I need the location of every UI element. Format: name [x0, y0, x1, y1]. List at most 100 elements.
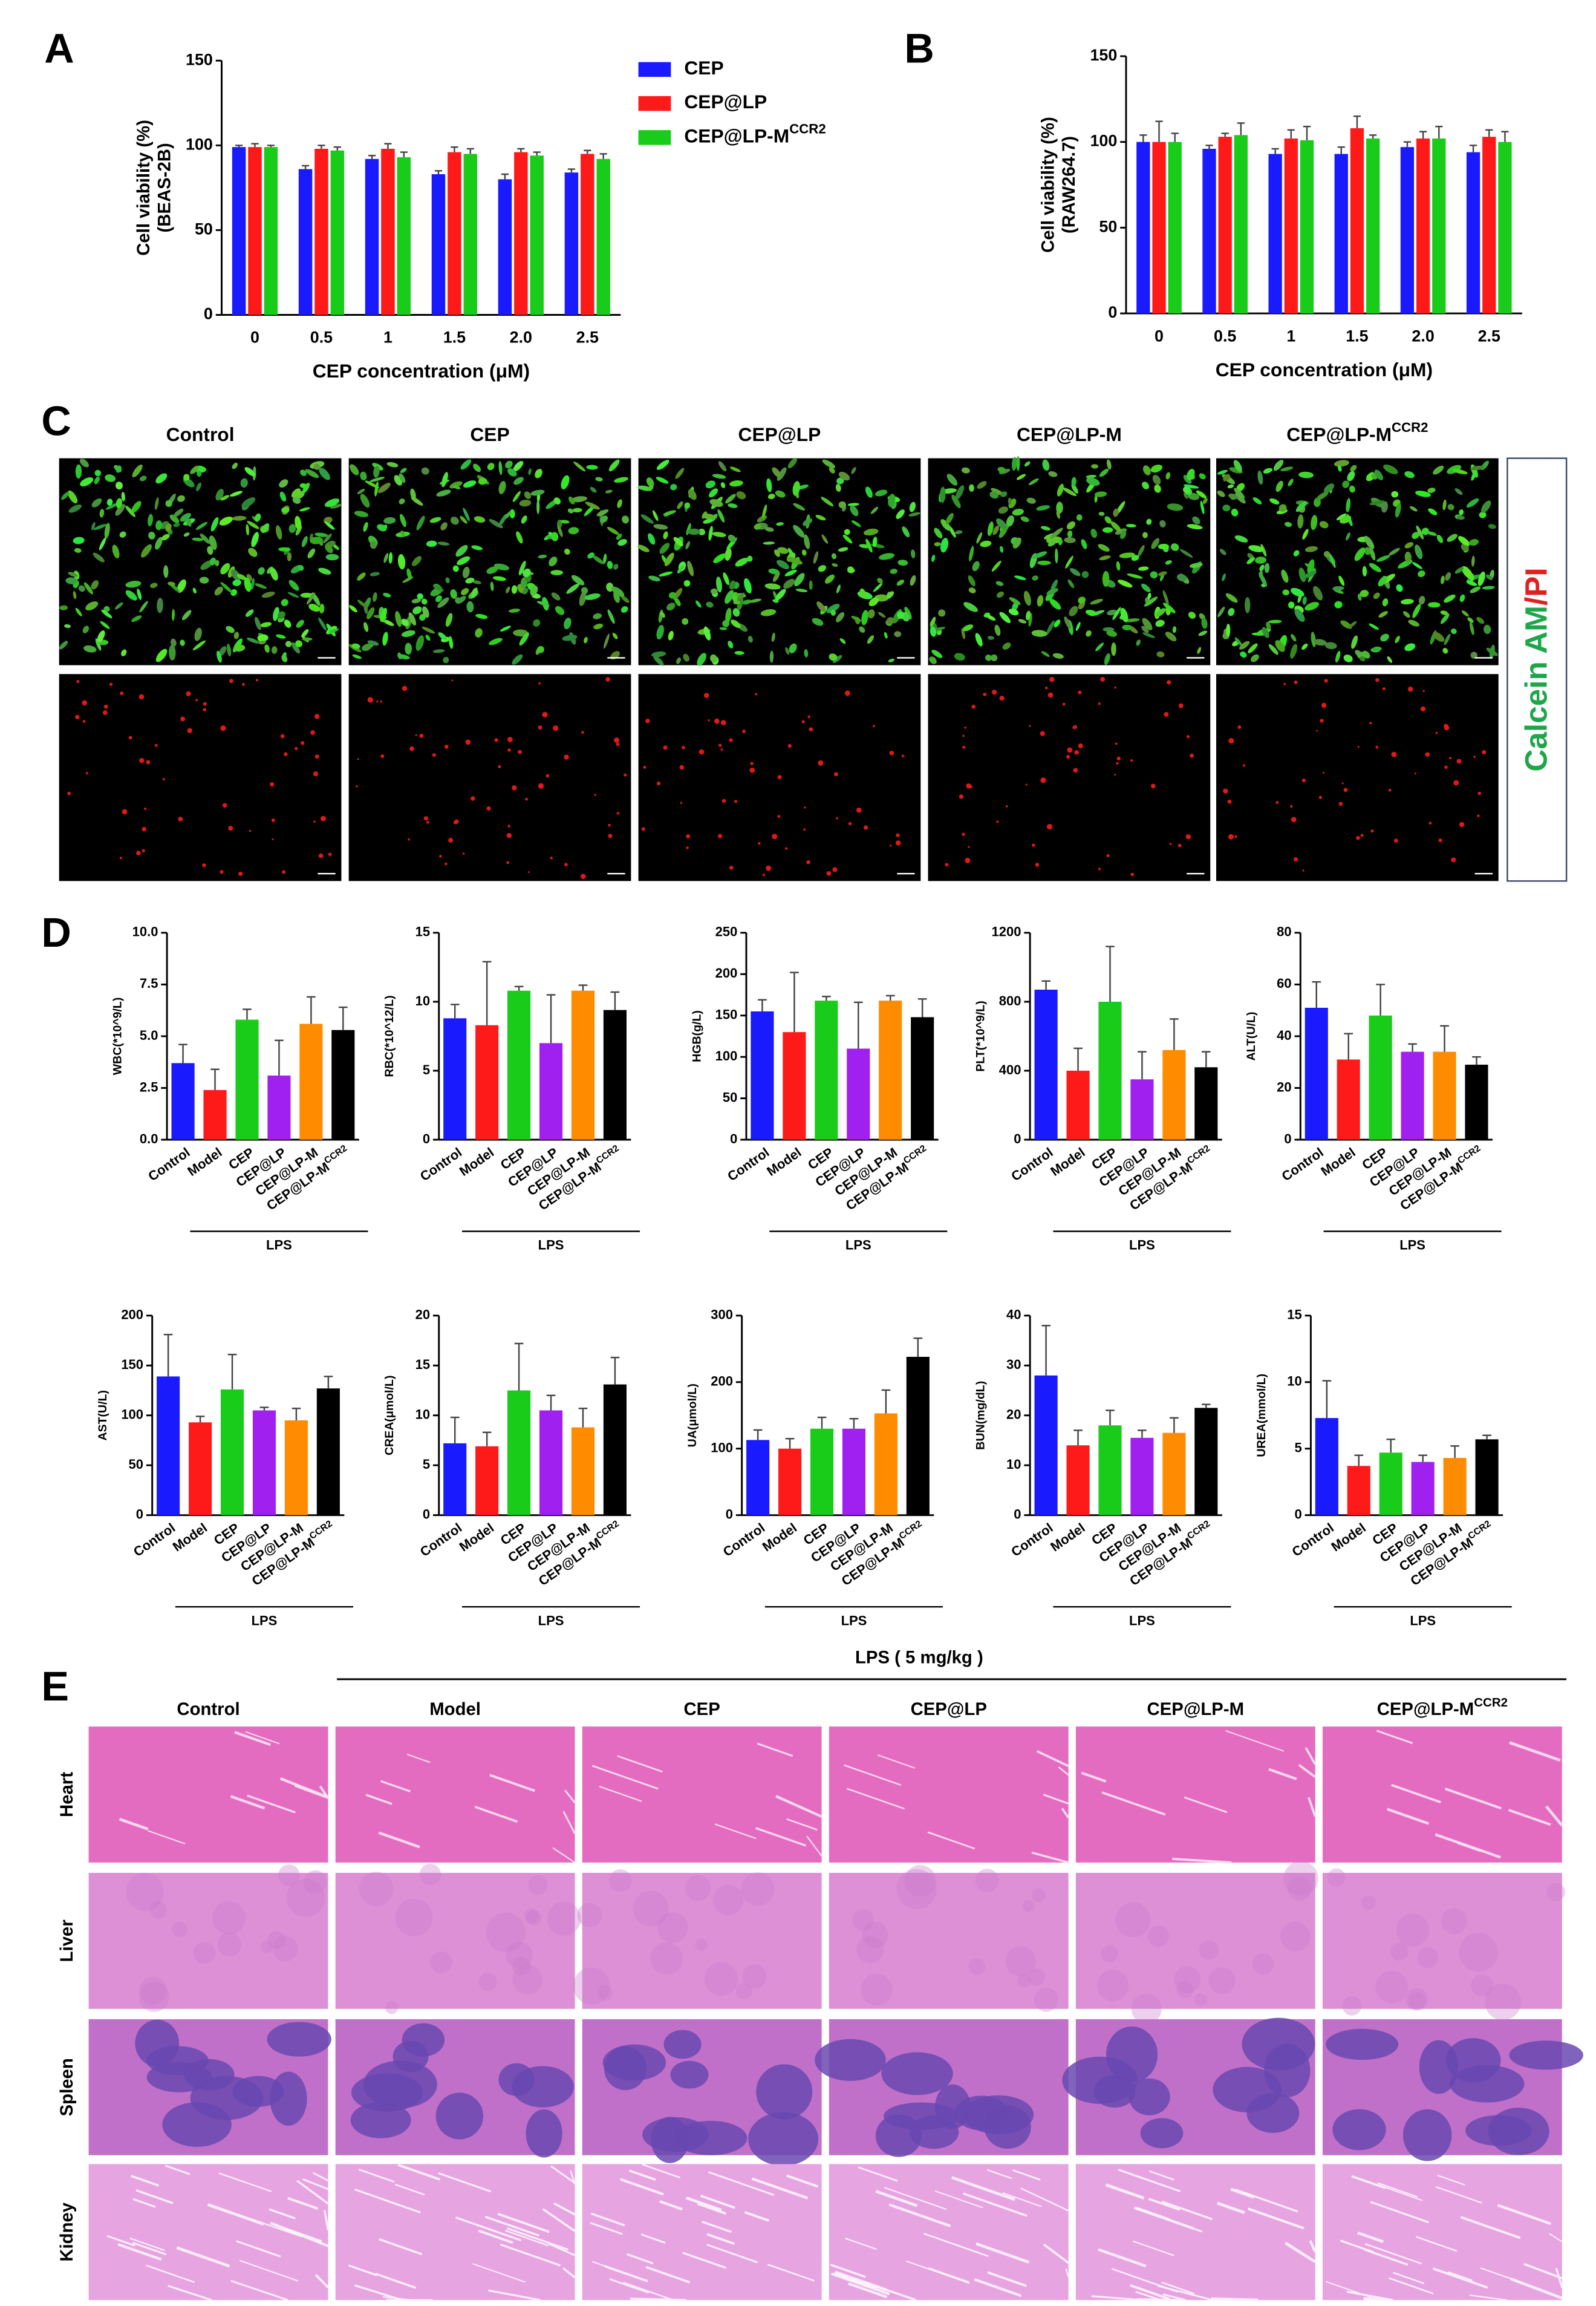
cell [1002, 642, 1011, 650]
texture [712, 1884, 744, 1915]
cell [1026, 610, 1031, 621]
cell [146, 760, 151, 765]
cell [1154, 485, 1161, 493]
cell [587, 552, 594, 559]
bar [564, 172, 579, 315]
cell [136, 851, 141, 855]
cell [769, 650, 774, 663]
cell [220, 870, 224, 874]
cell [278, 547, 291, 552]
cell [1301, 778, 1306, 783]
cell [462, 852, 465, 855]
fiber [507, 2227, 568, 2251]
fiber [923, 2233, 989, 2258]
cell [330, 504, 342, 509]
cell [789, 643, 797, 653]
cell [622, 515, 630, 524]
texture [419, 1863, 441, 1886]
fiber [1393, 2272, 1425, 2284]
x-tick-label: Control [720, 1520, 767, 1560]
y-tick-label: 10 [1287, 1374, 1301, 1389]
cell [1347, 471, 1355, 482]
fiber [875, 2190, 918, 2207]
cell [106, 498, 113, 506]
texture [1375, 1970, 1409, 2004]
cell [945, 513, 954, 524]
cell [1200, 500, 1205, 514]
fiber [786, 2174, 819, 2188]
fiber [1172, 1857, 1232, 1864]
cell [1046, 823, 1053, 830]
cell [103, 704, 108, 709]
cell [1064, 537, 1076, 543]
bar [1498, 142, 1512, 314]
cell [1081, 539, 1087, 549]
cell [401, 618, 409, 627]
cell [1456, 515, 1465, 520]
cell [775, 490, 786, 498]
cell [1266, 621, 1271, 630]
x-tick-label: Model [457, 1145, 497, 1179]
texture [695, 1938, 708, 1952]
fiber [951, 2176, 1015, 2201]
cell [1360, 834, 1364, 837]
cell [363, 622, 369, 632]
fiber [1386, 1808, 1430, 1825]
cell [115, 504, 125, 516]
bar [299, 1024, 323, 1140]
cell [803, 828, 806, 831]
cell [454, 819, 459, 825]
cell [326, 623, 336, 637]
cell [1489, 644, 1495, 659]
cell [829, 653, 838, 661]
cell [603, 554, 607, 564]
cell [1167, 680, 1171, 685]
cell [986, 614, 996, 621]
cell [729, 580, 736, 590]
fiber [591, 2261, 616, 2270]
cell [513, 629, 529, 637]
cell [1294, 680, 1298, 684]
cell [1412, 604, 1421, 618]
cell [1323, 771, 1325, 774]
cell [505, 460, 513, 469]
cell [1454, 488, 1463, 495]
fiber [312, 2172, 329, 2182]
cell [291, 488, 301, 498]
cell [961, 467, 970, 474]
cell [1111, 642, 1116, 656]
y-tick-label: 0.0 [140, 1131, 158, 1146]
cell [494, 738, 498, 742]
column-header-main: CEP [470, 423, 509, 445]
cell [450, 589, 457, 599]
cell [1369, 722, 1372, 725]
cell [251, 532, 259, 547]
cell [59, 605, 68, 610]
cell [687, 528, 701, 535]
cell [1447, 504, 1454, 511]
cell [647, 485, 654, 491]
cell [1106, 459, 1112, 470]
cell [1369, 548, 1376, 561]
x-tick-label: 0 [250, 328, 259, 347]
fiber [714, 1823, 757, 1840]
bar [603, 1010, 627, 1140]
bracket-label: LPS [841, 1613, 867, 1628]
cell [585, 501, 600, 510]
cell [318, 617, 327, 631]
cell [897, 611, 904, 619]
texture [395, 1898, 433, 1936]
fiber [504, 2229, 549, 2247]
cell [1234, 535, 1248, 543]
texture [1280, 1921, 1311, 1952]
cell [896, 509, 905, 519]
column-header-main: CEP@LP [738, 423, 821, 445]
cell [1187, 524, 1203, 530]
cell [725, 547, 732, 561]
cell [1086, 477, 1100, 486]
cell [137, 589, 142, 600]
cell [386, 462, 399, 468]
cell [728, 534, 736, 543]
cell [748, 636, 753, 643]
cell [1382, 687, 1386, 691]
